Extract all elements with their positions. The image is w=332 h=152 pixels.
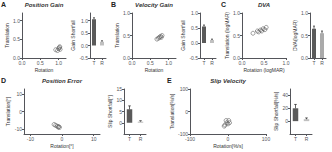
- svg-text:0.5: 0.5: [191, 25, 198, 31]
- svg-text:40: 40: [282, 92, 288, 98]
- svg-text:Translation: Translation: [114, 23, 120, 48]
- svg-text:Translation: Translation: [4, 23, 10, 48]
- svg-text:0: 0: [227, 136, 230, 142]
- svg-text:DVA: DVA: [258, 2, 270, 8]
- svg-text:0.5: 0.5: [81, 30, 88, 36]
- svg-text:Gain Shortfall: Gain Shortfall: [180, 20, 186, 50]
- svg-text:-10: -10: [15, 126, 22, 132]
- svg-text:-100: -100: [178, 131, 188, 137]
- svg-text:0.0: 0.0: [301, 55, 308, 61]
- svg-text:R: R: [305, 136, 309, 142]
- svg-text:Slip Velocity: Slip Velocity: [210, 78, 246, 84]
- svg-text:R: R: [210, 60, 214, 66]
- svg-text:0.5: 0.5: [37, 60, 44, 66]
- svg-text:0.0: 0.0: [129, 60, 136, 66]
- svg-text:0.5: 0.5: [261, 60, 268, 66]
- svg-text:Position Gain: Position Gain: [25, 2, 64, 8]
- svg-text:0: 0: [119, 120, 122, 126]
- svg-text:T: T: [128, 136, 131, 142]
- svg-text:Translation[°]: Translation[°]: [5, 96, 11, 126]
- svg-text:5: 5: [119, 109, 122, 115]
- svg-text:Slip Shortfall[%/s]: Slip Shortfall[%/s]: [273, 91, 279, 131]
- svg-text:0.5: 0.5: [123, 33, 130, 39]
- svg-text:Gain Shortfall: Gain Shortfall: [70, 20, 76, 50]
- svg-text:1.0: 1.0: [165, 60, 172, 66]
- svg-text:1.0: 1.0: [55, 60, 62, 66]
- svg-text:1.0: 1.0: [123, 10, 130, 16]
- svg-text:0: 0: [185, 109, 188, 115]
- svg-text:15: 15: [116, 86, 122, 92]
- svg-text:Rotation[°]: Rotation[°]: [50, 143, 74, 149]
- svg-text:-10: -10: [27, 136, 34, 142]
- svg-text:0.0: 0.0: [233, 55, 240, 61]
- svg-text:Rotation (logMAR): Rotation (logMAR): [243, 67, 284, 73]
- svg-text:R: R: [100, 60, 104, 66]
- svg-text:0.0: 0.0: [13, 55, 20, 61]
- svg-text:Velocity Gain: Velocity Gain: [135, 2, 173, 8]
- svg-text:T: T: [202, 60, 205, 66]
- svg-text:C: C: [221, 1, 226, 8]
- svg-text:0.5: 0.5: [147, 60, 154, 66]
- svg-text:T: T: [312, 60, 315, 66]
- svg-text:Rotation: Rotation: [145, 67, 164, 73]
- svg-text:R: R: [320, 60, 324, 66]
- svg-text:B: B: [111, 1, 116, 8]
- svg-text:1.0: 1.0: [301, 10, 308, 16]
- svg-text:Translation (logMAR): Translation (logMAR): [224, 12, 230, 59]
- svg-text:D: D: [1, 77, 6, 84]
- svg-text:-100: -100: [185, 136, 195, 142]
- svg-text:Slip Shortfall[°]: Slip Shortfall[°]: [107, 94, 113, 127]
- svg-text:Position Error: Position Error: [42, 78, 83, 84]
- svg-text:0.0: 0.0: [81, 43, 88, 49]
- svg-text:T: T: [92, 60, 95, 66]
- svg-text:T: T: [294, 136, 297, 142]
- svg-text:0.0: 0.0: [123, 55, 130, 61]
- svg-text:10: 10: [91, 136, 97, 142]
- svg-text:0.5: 0.5: [13, 36, 20, 42]
- svg-text:0.5: 0.5: [301, 33, 308, 39]
- svg-text:A: A: [1, 1, 6, 8]
- svg-text:100: 100: [180, 86, 189, 92]
- svg-text:20: 20: [282, 105, 288, 111]
- svg-text:DVA(logMAR): DVA(logMAR): [292, 20, 298, 51]
- svg-text:1.0: 1.0: [283, 60, 290, 66]
- svg-text:Rotation: Rotation: [35, 67, 54, 73]
- svg-text:100: 100: [262, 136, 271, 142]
- svg-text:-0.5: -0.5: [189, 55, 198, 61]
- svg-text:10: 10: [116, 97, 122, 103]
- svg-text:0: 0: [19, 109, 22, 115]
- svg-text:1.0: 1.0: [13, 18, 20, 24]
- svg-text:0.0: 0.0: [19, 60, 26, 66]
- svg-text:1.0: 1.0: [233, 10, 240, 16]
- svg-text:0.0: 0.0: [239, 60, 246, 66]
- svg-text:Rotation[%/s]: Rotation[%/s]: [213, 143, 243, 149]
- svg-text:10: 10: [16, 91, 22, 97]
- svg-text:0.0: 0.0: [191, 40, 198, 46]
- svg-text:-0.5: -0.5: [79, 55, 88, 61]
- svg-text:R: R: [139, 136, 143, 142]
- svg-text:1.0: 1.0: [191, 10, 198, 16]
- svg-text:0: 0: [285, 118, 288, 124]
- svg-text:E: E: [167, 77, 172, 84]
- svg-text:0.5: 0.5: [233, 33, 240, 39]
- svg-text:0: 0: [61, 136, 64, 142]
- svg-text:1.0: 1.0: [81, 18, 88, 24]
- svg-text:Translation[%/s]: Translation[%/s]: [169, 93, 175, 129]
